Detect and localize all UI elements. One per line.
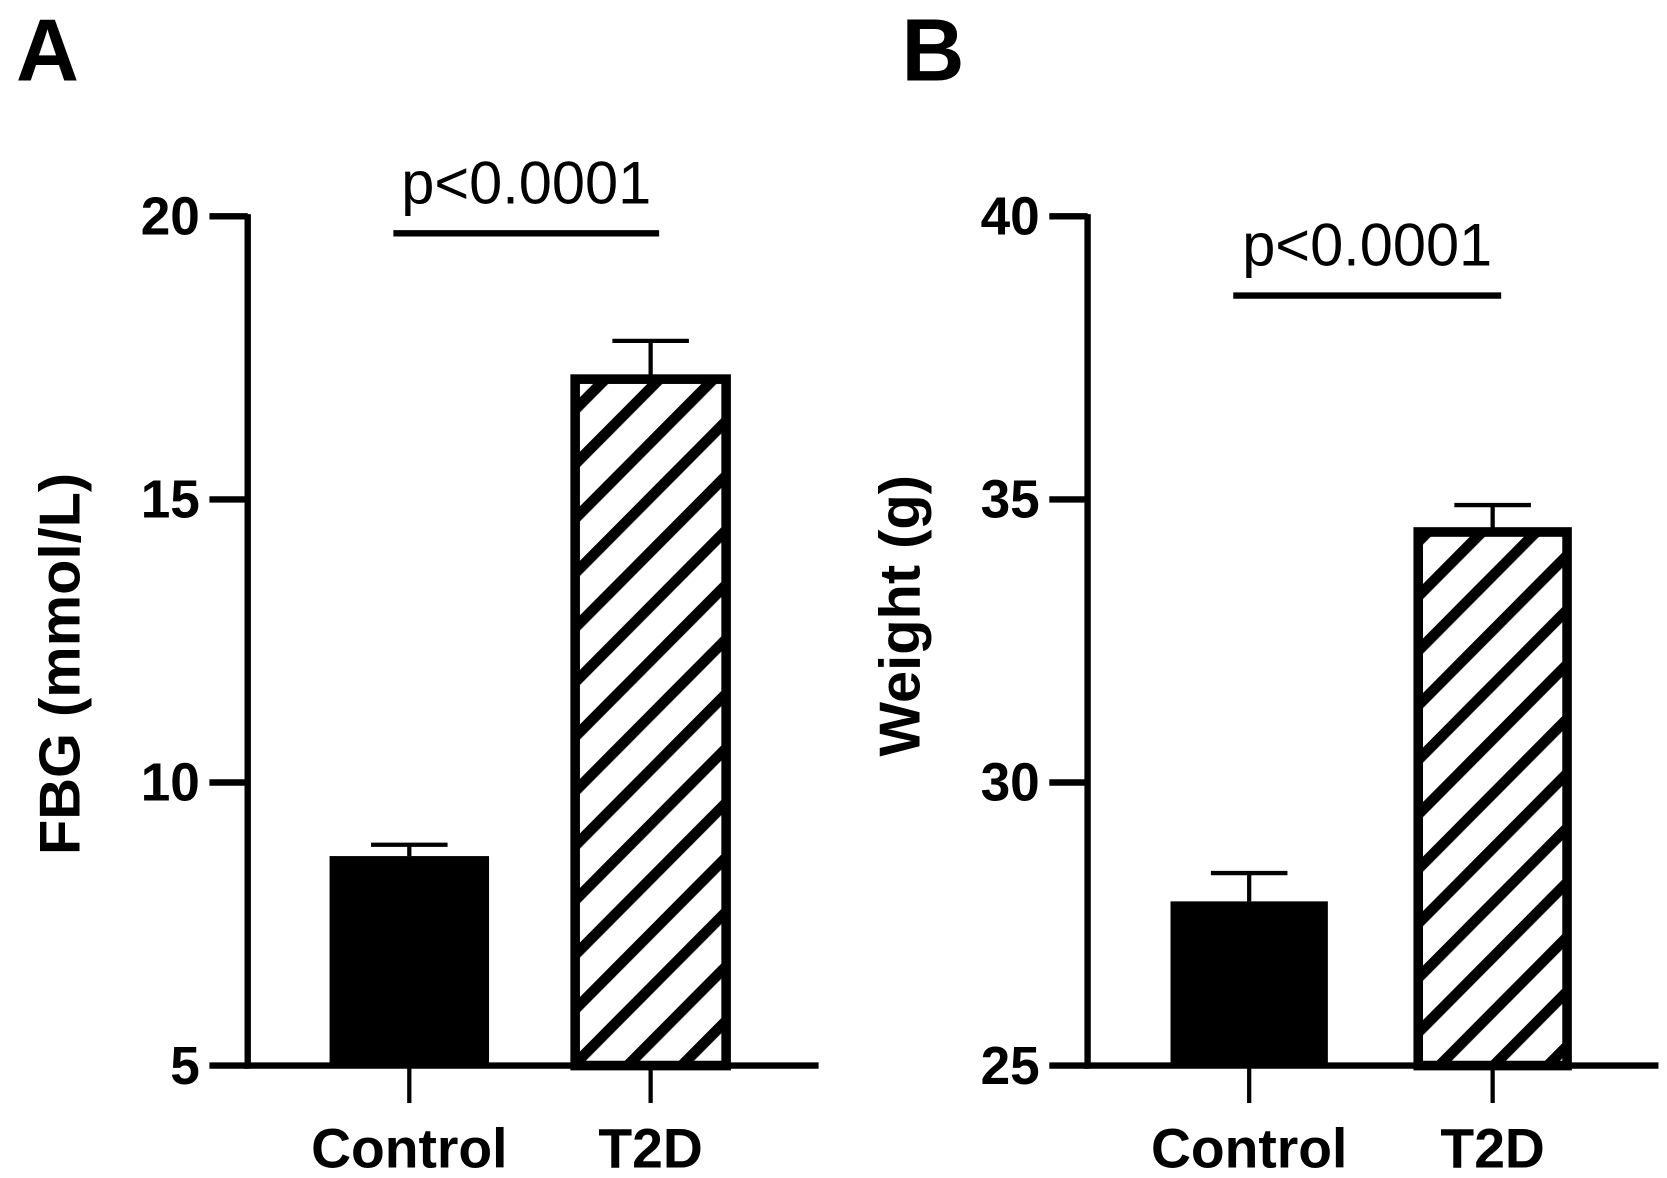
y-tick-label: 30: [981, 754, 1040, 813]
bar-control: [1170, 901, 1328, 1066]
bar-t2d: [570, 374, 731, 1071]
y-tick-label: 25: [981, 1037, 1040, 1096]
y-tick-label: 40: [981, 187, 1040, 246]
y-tick-label: 15: [141, 470, 200, 529]
y-axis-label: FBG (mmol/L): [29, 473, 93, 855]
p-value-annotation: p<0.0001: [1242, 211, 1492, 278]
y-tick-label: 20: [141, 187, 200, 246]
bar-t2d: [1413, 527, 1572, 1071]
p-value-annotation: p<0.0001: [401, 149, 651, 216]
panel-label: B: [902, 1, 965, 99]
x-tick-label: Control: [1151, 1117, 1347, 1178]
x-tick-label: T2D: [598, 1117, 702, 1178]
y-tick-label: 35: [981, 470, 1040, 529]
y-axis-label: Weight (g): [869, 475, 933, 757]
panel-b: B Control T2D 25 30 35 40 Weight (g) p<0.0001: [869, 1, 1659, 1178]
panel-label: A: [16, 1, 79, 99]
x-tick-label: T2D: [1440, 1117, 1544, 1178]
y-tick-label: 5: [170, 1037, 200, 1096]
y-tick-label: 10: [141, 754, 200, 813]
panel-a: A Control T2D 5 10 15 20 FBG (mmol/L) p<0.0001: [16, 1, 819, 1178]
x-tick-label: Control: [311, 1117, 507, 1178]
bar-control: [329, 856, 490, 1066]
